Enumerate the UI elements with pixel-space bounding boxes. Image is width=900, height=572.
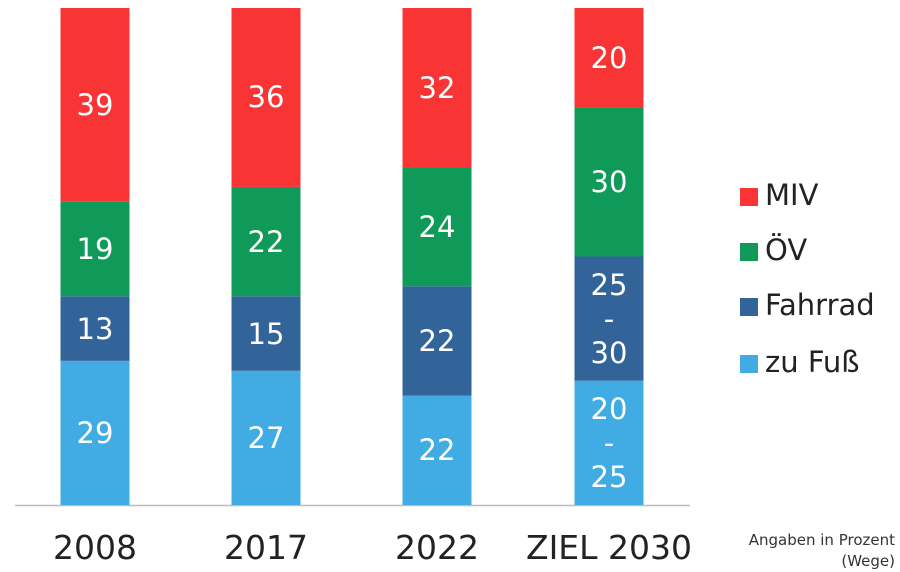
legend-swatch <box>740 298 758 316</box>
bar-segment <box>60 360 130 505</box>
bar-segment <box>402 286 472 396</box>
data-label: 36 <box>247 80 285 115</box>
bar-segment <box>574 107 644 257</box>
legend-label: ÖV <box>765 233 808 267</box>
legend-swatch <box>740 243 758 261</box>
data-label: 20 - 25 <box>590 391 628 494</box>
legend-label: MIV <box>765 178 819 212</box>
data-label: 25 - 30 <box>590 267 628 370</box>
bar-segment <box>60 201 130 297</box>
legend-label: Fahrrad <box>765 288 875 322</box>
data-label: 19 <box>76 232 114 267</box>
data-label: 15 <box>247 316 285 351</box>
bar-segment <box>402 395 472 505</box>
x-tick-label: 2008 <box>53 528 137 567</box>
data-label: 27 <box>247 420 285 455</box>
legend-item: ÖV <box>740 233 807 267</box>
legend-item: zu Fuß <box>740 345 860 379</box>
x-tick-label: ZIEL 2030 <box>525 528 693 567</box>
bar-segment <box>231 370 301 505</box>
data-label: 22 <box>418 433 456 468</box>
x-tick-label: 2017 <box>224 528 308 567</box>
bar-segment <box>574 380 644 505</box>
legend-item: Fahrrad <box>740 288 875 322</box>
data-label: 39 <box>76 87 114 122</box>
data-label: 29 <box>76 415 114 450</box>
bar-segment <box>60 296 130 361</box>
data-label: 24 <box>418 209 456 244</box>
legend-swatch <box>740 355 758 373</box>
bar-segment <box>231 8 301 187</box>
legend-swatch <box>740 188 758 206</box>
legend-label: zu Fuß <box>765 345 860 379</box>
legend-item: MIV <box>740 178 818 212</box>
bar-segment <box>574 8 644 108</box>
note: Angaben in Prozent (Wege) <box>748 531 895 570</box>
data-label: 32 <box>418 70 456 105</box>
bar-segment <box>231 296 301 371</box>
data-label: 20 <box>590 40 628 75</box>
x-tick-label: 2022 <box>395 528 479 567</box>
bar-segment <box>574 256 644 381</box>
data-label: 22 <box>418 323 456 358</box>
data-label: 30 <box>590 164 628 199</box>
bar-segment <box>402 8 472 168</box>
bar-segment <box>60 8 130 202</box>
bar-segment <box>402 167 472 287</box>
data-label: 22 <box>247 224 285 259</box>
data-label: 13 <box>76 311 114 346</box>
bar-segment <box>231 186 301 297</box>
